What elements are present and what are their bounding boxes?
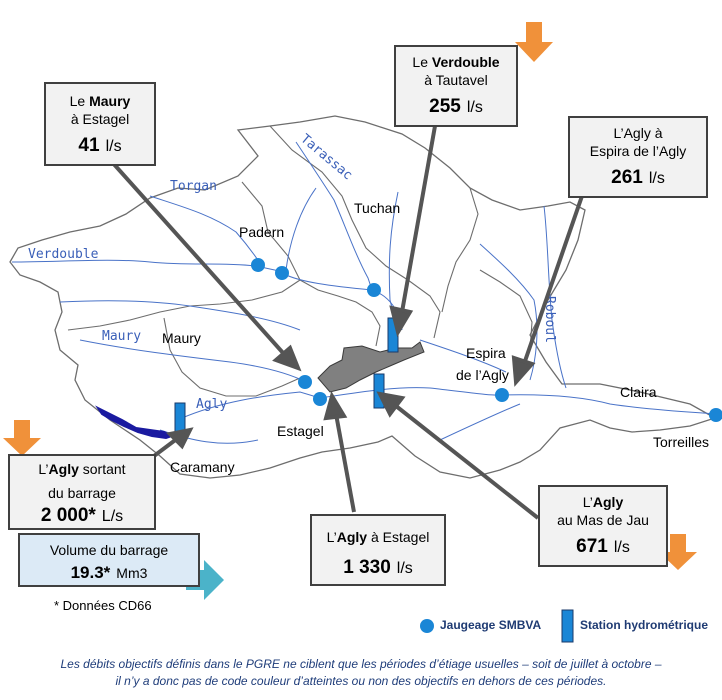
box-line: Le Verdouble [412,54,500,70]
place-label-padern: Padern [239,224,284,240]
box-value: 2 000* L/s [40,505,124,526]
box-verdouble-tautavel: Le Verdouble à Tautavel 255 l/s [394,45,518,127]
legend-jaugeage-icon [420,619,434,633]
box-agly-barrage: L’Agly sortant du barrage 2 000* L/s [8,454,156,530]
catchment-outline [9,115,717,479]
legend-jaugeage-label: Jaugeage SMBVA [440,618,542,632]
box-line: L’Agly [582,494,624,510]
sub-catchment-divide [479,269,533,351]
station-hydrometrique-icon [373,373,385,409]
caption-line: Les débits objectifs définis dans le PGR… [60,657,662,671]
place-label-maury: Maury [162,330,201,346]
jaugeage-dot [251,258,265,272]
box-agly-espira: L’Agly à Espira de l’Agly 261 l/s [568,116,708,198]
volume-label: Volume du barrage [49,542,169,558]
legend-station-icon [561,609,574,643]
jaugeage-dot [298,375,312,389]
place-label-torreilles: Torreilles [653,434,709,450]
volume-value: 19.3* Mm3 [70,563,148,582]
sub-catchment-divide [163,317,301,397]
box-value: 261 l/s [611,167,665,188]
box-value: 41 l/s [78,135,122,156]
box-maury-estagel: Le Maury à Estagel 41 l/s [44,82,156,166]
jaugeage-dot [495,388,509,402]
sub-catchment-divide [299,279,381,347]
box-volume-barrage: Volume du barrage 19.3* Mm3 [18,533,200,587]
legend-station-label: Station hydrométrique [580,618,709,632]
place-label-estagel: Estagel [277,423,324,439]
place-label-claira: Claira [620,384,657,400]
trend-down-arrow-icon [659,534,697,570]
place-label-espira: Espira [466,345,506,361]
box-value: 255 l/s [429,96,483,117]
reservoir-lake [95,405,175,440]
box-line: Le Maury [69,93,131,109]
jaugeage-dot [367,283,381,297]
box-line: du barrage [48,485,116,501]
jaugeage-dot [275,266,289,280]
caption: Les débits objectifs définis dans le PGR… [0,656,722,690]
urban-area [317,341,425,393]
sub-catchment-divide [269,125,441,339]
footnote: * Données CD66 [54,598,152,613]
box-line: Espira de l’Agly [589,143,687,159]
box-value: 671 l/s [576,536,630,557]
box-line: à Estagel [70,111,130,127]
jaugeage-points [251,258,722,422]
river-label-maury: Maury [102,329,141,344]
river-label-torgan: Torgan [170,179,217,194]
box-line: L’Agly à [613,125,663,141]
place-label-caramany: Caramany [170,459,235,475]
sub-catchment-divide [67,181,301,331]
box-agly-masdejau: L’Agly au Mas de Jau 671 l/s [538,485,668,567]
jaugeage-dot [709,408,722,422]
trend-down-arrow-icon [3,420,41,456]
box-agly-estagel: L’Agly à Estagel 1 330 l/s [310,514,446,586]
place-label-tuchan: Tuchan [354,200,400,216]
caption-line: il n’y a donc pas de code couleur d’atte… [115,674,607,688]
river-label-verdouble: Verdouble [28,247,99,262]
river-label-agly: Agly [196,397,227,412]
jaugeage-dot [313,392,327,406]
sub-catchment-divide [441,187,479,313]
place-label-de-lagly: de l’Agly [456,367,509,383]
box-value: 1 330 l/s [343,557,413,578]
box-line: à Tautavel [424,72,488,88]
leader-arrows [110,125,584,520]
box-line: L’Agly sortant [38,461,126,477]
box-line: L’Agly à Estagel [326,529,430,545]
river-label-roboul: Roboul [542,296,557,343]
trend-down-arrow-icon [515,22,553,62]
box-line: au Mas de Jau [557,512,649,528]
